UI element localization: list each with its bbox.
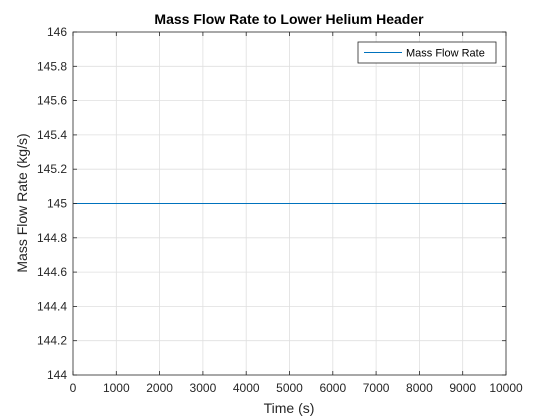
x-axis-title: Time (s): [264, 400, 315, 416]
x-axis-ticks: 0 1000 2000 3000 4000 5000 6000 7000 8000 9000 100…: [70, 32, 523, 395]
legend: Mass Flow Rate: [357, 41, 497, 64]
y-tick-label: 144.2: [37, 334, 67, 348]
y-tick-label: 144.4: [37, 299, 67, 313]
x-tick-label: 3000: [190, 381, 217, 395]
x-tick-label: 9000: [449, 381, 476, 395]
x-tick-label: 2000: [146, 381, 173, 395]
y-axis-title: Mass Flow Rate (kg/s): [14, 133, 30, 272]
y-tick-label: 146: [47, 25, 67, 39]
x-tick-label: 10000: [489, 381, 523, 395]
y-tick-label: 145.2: [37, 162, 67, 176]
chart-title: Mass Flow Rate to Lower Helium Header: [154, 11, 424, 27]
x-tick-label: 8000: [406, 381, 433, 395]
y-tick-label: 145.6: [37, 94, 67, 108]
y-tick-label: 145.4: [37, 128, 67, 142]
x-tick-label: 7000: [363, 381, 390, 395]
y-tick-label: 145: [47, 197, 67, 211]
y-tick-label: 145.8: [37, 59, 67, 73]
x-tick-label: 5000: [276, 381, 303, 395]
y-axis-ticks: 144 144.2 144.4 144.6 144.8 145 145.2 145.4 145.…: [37, 25, 506, 382]
legend-label: Mass Flow Rate: [406, 48, 485, 60]
x-tick-label: 1000: [103, 381, 130, 395]
x-tick-label: 0: [70, 381, 77, 395]
x-tick-label: 4000: [233, 381, 260, 395]
y-tick-label: 144: [47, 368, 67, 382]
y-tick-label: 144.8: [37, 231, 67, 245]
legend-box: [357, 41, 497, 64]
x-tick-label: 6000: [319, 381, 346, 395]
y-tick-label: 144.6: [37, 265, 67, 279]
